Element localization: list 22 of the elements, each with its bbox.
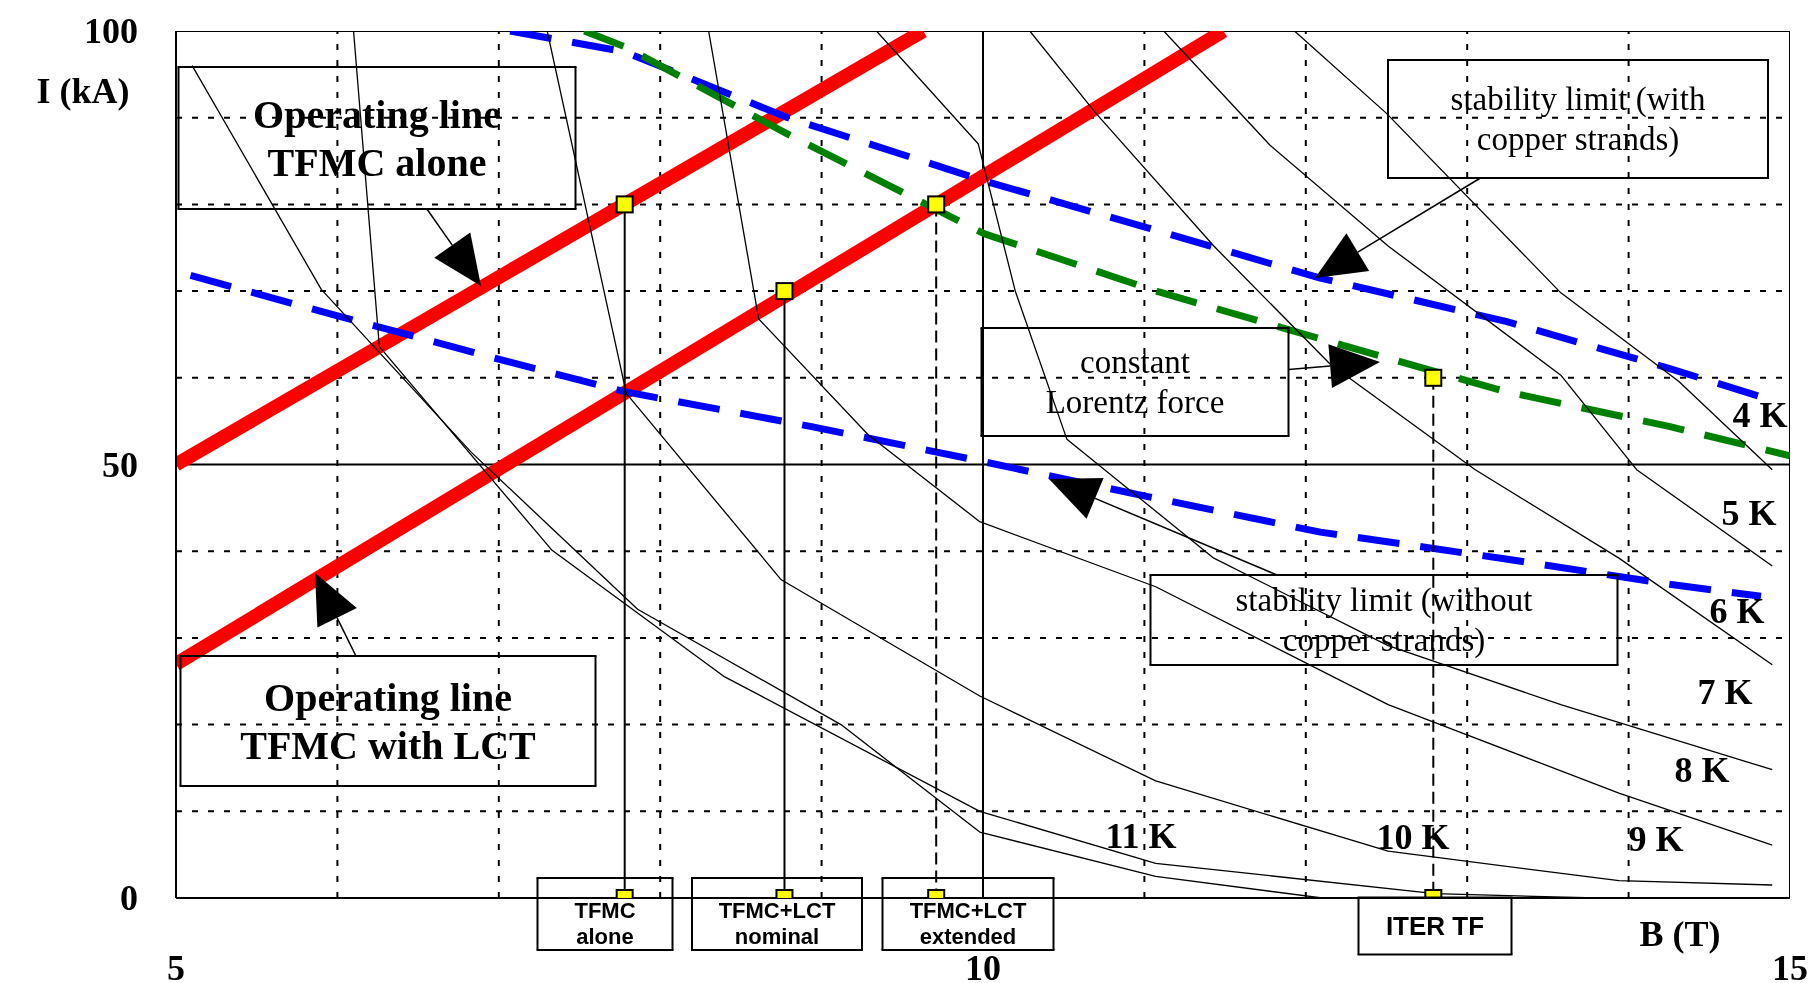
x-tick-label: 5: [167, 948, 185, 983]
annotation: 11 K: [1105, 816, 1177, 856]
annotation: Operating line TFMC with LCT: [240, 674, 537, 768]
annotation: 10 K: [1376, 817, 1450, 857]
x-tick-label: 15: [1772, 948, 1808, 983]
x-tick-label: 10: [965, 948, 1001, 983]
y-tick-label: 100: [84, 11, 138, 51]
annotation: 8 K: [1674, 750, 1730, 790]
annotation: 7 K: [1697, 672, 1753, 712]
annotation: 5 K: [1721, 493, 1777, 533]
y-tick-label: 50: [102, 444, 138, 485]
annotation: 9 K: [1628, 819, 1684, 859]
annotation: 4 K: [1732, 395, 1788, 435]
annotation: TFMC+LCT extended: [909, 897, 1027, 949]
annotation: stability limit (with copper strands): [1450, 81, 1706, 158]
y-axis-title: I (kA): [36, 71, 130, 111]
text: ITER TF: [1385, 911, 1485, 941]
annotation: 6 K: [1709, 591, 1765, 631]
annotation: TFMC alone: [574, 897, 636, 949]
annotation: TFMC+LCT nominal: [718, 897, 836, 949]
y-tick-label: 0: [120, 878, 138, 918]
x-axis-title: B (T): [1639, 914, 1721, 954]
